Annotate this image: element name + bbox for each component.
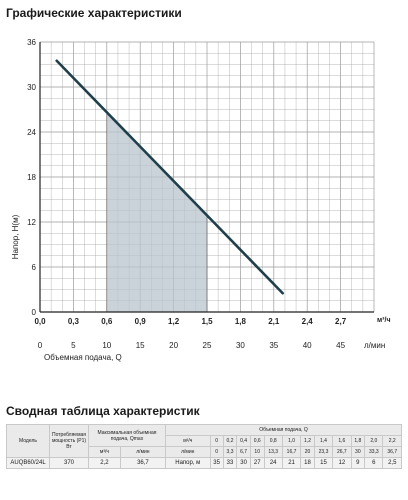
flow-m3h-cell: 1,0 (281, 435, 302, 447)
flow-lmin-cell: 23,3 (313, 446, 334, 458)
flow-lmin-cell: 13,3 (263, 446, 283, 458)
flow-m3h-cell: 0,8 (263, 435, 283, 447)
flow-lmin-cell: 10 (249, 446, 265, 458)
flow-lmin-cell: 30 (350, 446, 366, 458)
x-tick-label-lmin: 30 (236, 341, 245, 350)
flow-lmin-cell: 6,7 (236, 446, 251, 458)
flow-lmin-cell: 0 (209, 446, 224, 458)
flow-lmin-cell: 33,3 (364, 446, 384, 458)
y-tick-label: 6 (32, 263, 37, 272)
qmax-unit-m3h: м³/ч (88, 446, 121, 458)
performance-chart: 0 6 12 18 24 30 36 0,0 0,3 0,6 0,9 1,2 1,5 1,8 2,1 2,4 2… (11, 38, 391, 362)
x-axis-label: Объемная подача, Q (44, 353, 122, 362)
model-cell: AUQB60/24L (6, 457, 50, 469)
flow-m3h-cell: 1,4 (313, 435, 334, 447)
flow-m3h-cell: 0,4 (236, 435, 251, 447)
x-tick-label-m3h: 1,8 (235, 317, 247, 326)
y-tick-label: 24 (27, 128, 36, 137)
flow-m3h-cell: 2,2 (382, 435, 402, 447)
x-tick-label-m3h: 0,9 (135, 317, 147, 326)
head-value-cell: 24 (263, 457, 283, 469)
spec-table: Модель Потребляемая мощность (P1) Вт Мак… (6, 424, 403, 469)
table-data-row: AUQB60/24L 370 2,2 36,7 Напор, м 35 33 30 2… (6, 457, 402, 469)
row-flow-lmin: м³/ч л/мин л/мин 0 3,3 6,7 10 13,3 16,7 20 23,3… (7, 446, 402, 458)
x-tick-label-m3h: 1,5 (201, 317, 213, 326)
head-value-cell: 12 (332, 457, 352, 469)
flow-lmin-cell: 36,7 (382, 446, 402, 458)
flow-m3h-cell: 1,2 (300, 435, 315, 447)
qmax-lmin-cell: 36,7 (119, 457, 166, 469)
x-tick-label-m3h: 0,6 (101, 317, 113, 326)
head-value-cell: 35 (209, 457, 224, 469)
y-axis-label: Напор, H(м) (11, 214, 20, 259)
x-tick-label-m3h: 2,4 (302, 317, 314, 326)
header-flow: Объемная подача, Q (164, 424, 403, 436)
header-power: Потребляемая мощность (P1) Вт (49, 424, 89, 458)
flow-lmin-cell: 16,7 (281, 446, 302, 458)
x-unit-m3h: м³/ч (377, 317, 391, 324)
head-value-cell: 2,5 (382, 457, 402, 469)
flow-lmin-cell: 3,3 (222, 446, 238, 458)
head-value-cell: 30 (236, 457, 251, 469)
x-tick-label-lmin: 35 (269, 341, 278, 350)
unit-m3h-label: м³/ч (164, 435, 211, 447)
pump-curve-line (55, 59, 285, 295)
head-value-cell: 27 (249, 457, 265, 469)
flow-m3h-cell: 0,2 (222, 435, 238, 447)
x-tick-label-m3h: 0,0 (34, 317, 46, 326)
x-tick-label-lmin: 45 (336, 341, 345, 350)
x-tick-label-lmin: 10 (102, 341, 111, 350)
x-tick-label-m3h: 1,2 (168, 317, 180, 326)
flow-lmin-cell: 20 (300, 446, 315, 458)
operating-range-area (106, 111, 208, 313)
power-cell: 370 (49, 457, 89, 469)
flow-m3h-cell: 0 (209, 435, 224, 447)
head-value-cell: 33 (222, 457, 238, 469)
flow-m3h-cell: 0,6 (249, 435, 265, 447)
header-model: Модель (6, 424, 50, 458)
head-value-cell: 15 (313, 457, 334, 469)
x-tick-label-lmin: 5 (71, 341, 76, 350)
head-value-cell: 18 (300, 457, 315, 469)
flow-m3h-cell: 1,8 (350, 435, 366, 447)
qmax-unit-lmin: л/мин (119, 446, 166, 458)
x-tick-label-m3h: 2,1 (268, 317, 280, 326)
x-tick-label-lmin: 40 (303, 341, 312, 350)
x-unit-lmin: л/мин (364, 341, 385, 350)
y-tick-label: 12 (27, 218, 36, 227)
y-tick-label: 18 (27, 173, 36, 182)
flow-lmin-cell: 26,7 (332, 446, 352, 458)
table-heading: Сводная таблица характеристик (6, 404, 200, 418)
head-label-cell: Напор, м (164, 457, 211, 469)
unit-lmin-label: л/мин (164, 446, 211, 458)
chart-heading: Графические характеристики (6, 6, 182, 20)
x-tick-label-m3h: 0,3 (68, 317, 80, 326)
x-tick-label-lmin: 20 (169, 341, 178, 350)
qmax-m3h-cell: 2,2 (88, 457, 121, 469)
x-tick-label-lmin: 15 (136, 341, 145, 350)
head-value-cell: 9 (350, 457, 366, 469)
x-tick-label-lmin: 0 (38, 341, 43, 350)
flow-m3h-cell: 2,0 (364, 435, 384, 447)
head-value-cell: 21 (281, 457, 302, 469)
head-value-cell: 6 (364, 457, 384, 469)
x-tick-label-m3h: 2,7 (335, 317, 347, 326)
header-maxflow: Максимальная объемная подача, Qmax (88, 424, 166, 447)
y-tick-label: 36 (27, 38, 36, 47)
x-tick-label-lmin: 25 (203, 341, 212, 350)
y-tick-label: 30 (27, 83, 36, 92)
flow-m3h-cell: 1,6 (332, 435, 352, 447)
y-tick-label: 0 (32, 308, 37, 317)
table-header-row: Модель Потребляемая мощность (P1) Вт Мак… (6, 424, 403, 458)
